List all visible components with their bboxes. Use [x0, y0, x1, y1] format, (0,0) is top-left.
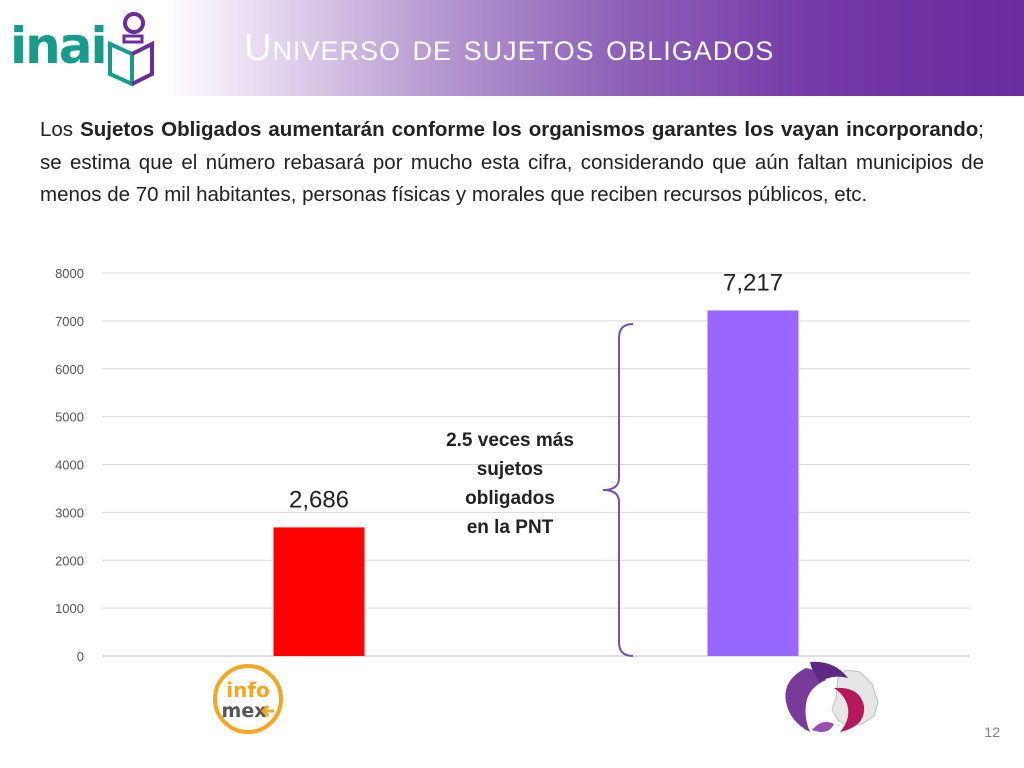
bars: [273, 310, 799, 656]
inai-logo-icon: [108, 12, 154, 86]
y-tick-label: 0: [77, 649, 84, 664]
data-label-infomex: 2,686: [289, 486, 349, 513]
infomex-logo-top: info: [226, 678, 270, 702]
inai-logo-text: inai: [10, 17, 108, 75]
page-title: Universo de sujetos obligados: [244, 27, 775, 69]
gridlines: [102, 272, 970, 657]
annotation-line: en la PNT: [466, 517, 554, 538]
y-tick-label: 5000: [55, 410, 84, 425]
y-axis-ticks: 0 1000 2000 3000 4000 5000 6000 7000 8000: [55, 266, 84, 664]
description-part-1: Los: [40, 118, 81, 141]
pnt-logo: [785, 661, 879, 732]
bar-pnt: [707, 310, 799, 656]
y-tick-label: 2000: [55, 553, 84, 568]
infomex-logo-bottom: mex: [222, 700, 267, 722]
annotation-brace: [602, 323, 634, 657]
data-labels: 2,686 7,217: [289, 269, 783, 513]
description-text: Los Sujetos Obligados aumentarán conform…: [40, 114, 984, 212]
y-tick-label: 7000: [55, 314, 84, 329]
annotation-line: sujetos: [476, 459, 544, 480]
description-part-2: ; se estima que el número rebasará por m…: [40, 118, 984, 206]
page-number: 12: [984, 724, 1000, 740]
header-banner: inai Universo de sujetos obligados: [0, 0, 1024, 96]
y-tick-label: 3000: [55, 505, 84, 520]
y-tick-label: 4000: [55, 458, 84, 473]
y-tick-label: 8000: [55, 266, 84, 281]
bar-infomex: [273, 527, 365, 656]
description-bold: Sujetos Obligados aumentarán conforme lo…: [80, 118, 979, 141]
infomex-logo: info mex: [213, 664, 283, 734]
y-tick-label: 6000: [55, 362, 84, 377]
annotation-line: 2.5 veces más: [446, 430, 574, 451]
annotation-text: 2.5 veces más sujetos obligados en la PN…: [420, 426, 600, 542]
data-label-pnt: 7,217: [723, 269, 783, 296]
y-tick-label: 1000: [55, 601, 84, 616]
annotation-line: obligados: [465, 488, 555, 509]
